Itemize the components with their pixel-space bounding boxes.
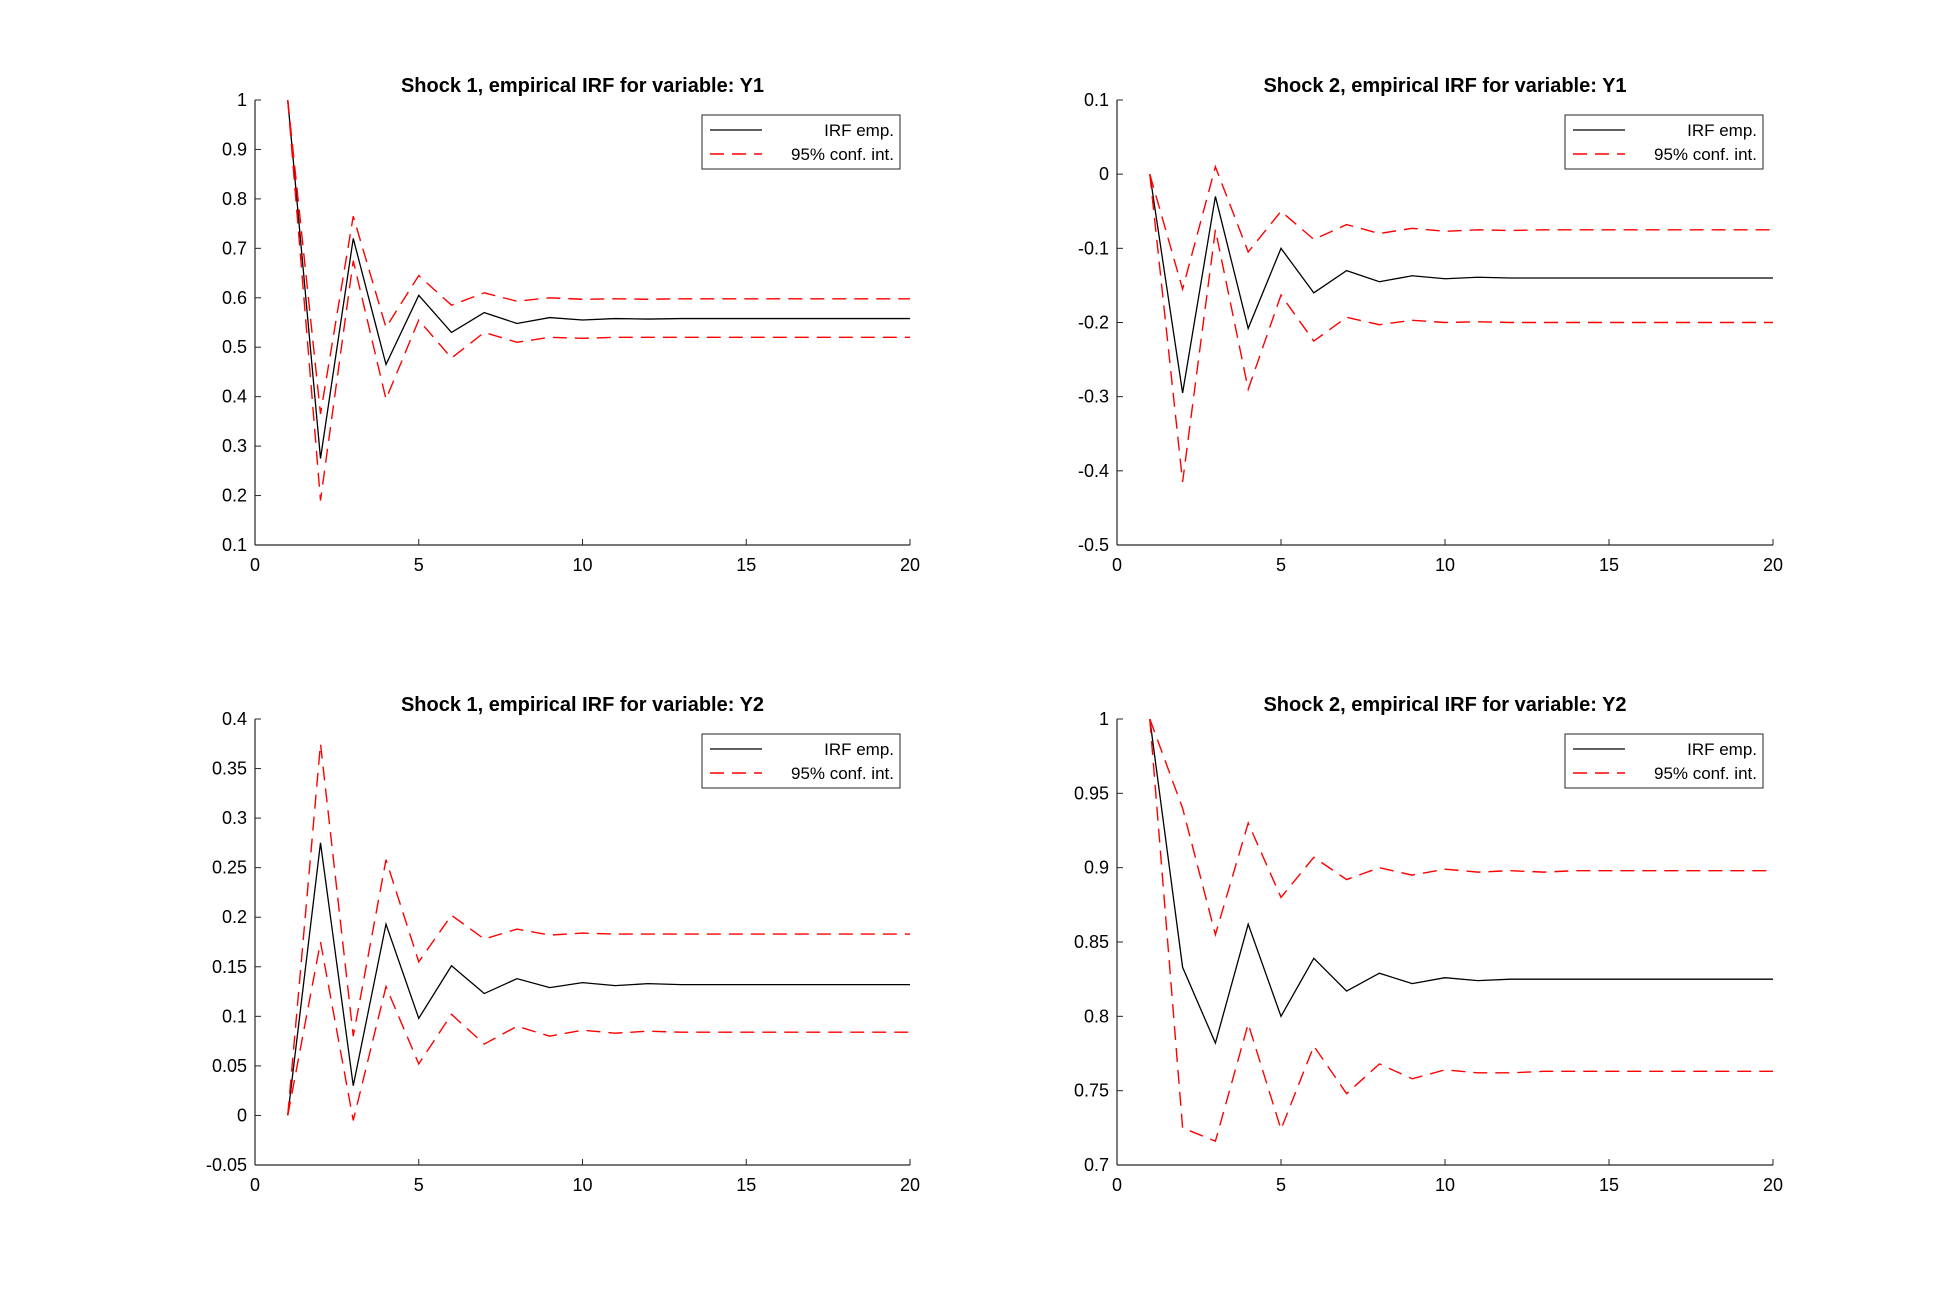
y-tick-label: 0 xyxy=(237,1105,247,1125)
x-tick-label: 0 xyxy=(1112,555,1122,575)
y-tick-label: 0.05 xyxy=(212,1056,247,1076)
legend-label: IRF emp. xyxy=(1687,740,1757,759)
x-tick-label: 15 xyxy=(1599,555,1619,575)
chart-panel-4: Shock 2, empirical IRF for variable: Y2 0… xyxy=(1074,694,1783,1195)
x-tick-label: 20 xyxy=(900,555,920,575)
y-tick-label: 0 xyxy=(1099,164,1109,184)
y-tick-label: 0.95 xyxy=(1074,783,1109,803)
irf-emp-line xyxy=(1149,174,1773,394)
conf-int-lower-line xyxy=(1149,718,1773,1143)
chart-panel-2: Shock 2, empirical IRF for variable: Y1 0… xyxy=(1078,75,1783,575)
x-tick-label: 5 xyxy=(414,555,424,575)
legend: IRF emp. 95% conf. int. xyxy=(1564,733,1764,789)
legend-label: 95% conf. int. xyxy=(1654,145,1757,164)
legend: IRF emp. 95% conf. int. xyxy=(701,733,901,789)
conf-int-lower-line xyxy=(1149,174,1773,483)
y-tick-label: 0.5 xyxy=(222,337,247,357)
y-tick-label: 0.2 xyxy=(222,907,247,927)
y-tick-label: 0.7 xyxy=(1084,1155,1109,1175)
conf-int-upper-line xyxy=(1149,164,1773,292)
x-tick-label: 5 xyxy=(414,1175,424,1195)
conf-int-lower-line xyxy=(287,99,910,501)
legend-box xyxy=(701,733,901,789)
y-tick-label: 0.7 xyxy=(222,238,247,258)
legend-box xyxy=(1564,114,1764,170)
chart-title: Shock 1, empirical IRF for variable: Y2 xyxy=(401,694,764,716)
legend-label: 95% conf. int. xyxy=(791,145,894,164)
y-tick-label: 0.8 xyxy=(1084,1006,1109,1026)
legend: IRF emp. 95% conf. int. xyxy=(701,114,901,170)
y-tick-label: 0.3 xyxy=(222,436,247,456)
x-tick-label: 10 xyxy=(1435,555,1455,575)
y-tick-label: -0.05 xyxy=(206,1155,247,1175)
x-tick-label: 15 xyxy=(736,1175,756,1195)
y-tick-label: 0.1 xyxy=(222,535,247,555)
x-tick-label: 20 xyxy=(1763,1175,1783,1195)
x-tick-label: 10 xyxy=(572,555,592,575)
y-tick-label: -0.4 xyxy=(1078,461,1109,481)
y-tick-label: 0.1 xyxy=(222,1006,247,1026)
x-tick-label: 10 xyxy=(572,1175,592,1195)
y-tick-label: -0.2 xyxy=(1078,313,1109,333)
y-tick-label: 0.85 xyxy=(1074,932,1109,952)
y-tick-label: 0.15 xyxy=(212,957,247,977)
x-tick-label: 10 xyxy=(1435,1175,1455,1195)
legend-label: IRF emp. xyxy=(824,740,894,759)
y-tick-label: -0.3 xyxy=(1078,387,1109,407)
y-tick-label: 0.75 xyxy=(1074,1081,1109,1101)
x-tick-label: 20 xyxy=(1763,555,1783,575)
legend: IRF emp. 95% conf. int. xyxy=(1564,114,1764,170)
y-tick-label: 0.9 xyxy=(222,139,247,159)
x-tick-label: 0 xyxy=(250,555,260,575)
legend-label: 95% conf. int. xyxy=(791,764,894,783)
x-tick-label: 20 xyxy=(900,1175,920,1195)
conf-int-upper-line xyxy=(1149,718,1773,938)
y-tick-label: 1 xyxy=(1099,709,1109,729)
chart-panel-1: Shock 1, empirical IRF for variable: Y1 0… xyxy=(222,75,920,575)
x-tick-label: 0 xyxy=(1112,1175,1122,1195)
chart-title: Shock 2, empirical IRF for variable: Y1 xyxy=(1263,75,1626,97)
legend-label: IRF emp. xyxy=(1687,121,1757,140)
x-tick-label: 15 xyxy=(736,555,756,575)
y-tick-label: 0.1 xyxy=(1084,90,1109,110)
chart-title: Shock 1, empirical IRF for variable: Y1 xyxy=(401,75,764,97)
chart-title: Shock 2, empirical IRF for variable: Y2 xyxy=(1263,694,1626,716)
y-tick-label: 1 xyxy=(237,90,247,110)
y-tick-label: 0.25 xyxy=(212,858,247,878)
y-tick-label: -0.5 xyxy=(1078,535,1109,555)
x-tick-label: 5 xyxy=(1276,1175,1286,1195)
conf-int-upper-line xyxy=(287,743,910,1116)
legend-box xyxy=(1564,733,1764,789)
legend-box xyxy=(701,114,901,170)
y-tick-label: 0.2 xyxy=(222,486,247,506)
y-tick-label: 0.4 xyxy=(222,387,247,407)
y-tick-label: 0.9 xyxy=(1084,858,1109,878)
y-tick-label: 0.4 xyxy=(222,709,247,729)
conf-int-lower-line xyxy=(287,941,910,1121)
x-tick-label: 5 xyxy=(1276,555,1286,575)
y-tick-label: 0.8 xyxy=(222,189,247,209)
irf-emp-line xyxy=(1149,718,1773,1046)
y-tick-label: -0.1 xyxy=(1078,238,1109,258)
chart-panel-3: Shock 1, empirical IRF for variable: Y2 0… xyxy=(206,694,920,1195)
y-tick-label: 0.6 xyxy=(222,288,247,308)
y-tick-label: 0.3 xyxy=(222,808,247,828)
legend-label: 95% conf. int. xyxy=(1654,764,1757,783)
legend-label: IRF emp. xyxy=(824,121,894,140)
y-tick-label: 0.35 xyxy=(212,759,247,779)
conf-int-upper-line xyxy=(287,99,910,415)
x-tick-label: 0 xyxy=(250,1175,260,1195)
irf-emp-line xyxy=(287,842,910,1116)
x-tick-label: 15 xyxy=(1599,1175,1619,1195)
irf-emp-line xyxy=(287,99,910,459)
